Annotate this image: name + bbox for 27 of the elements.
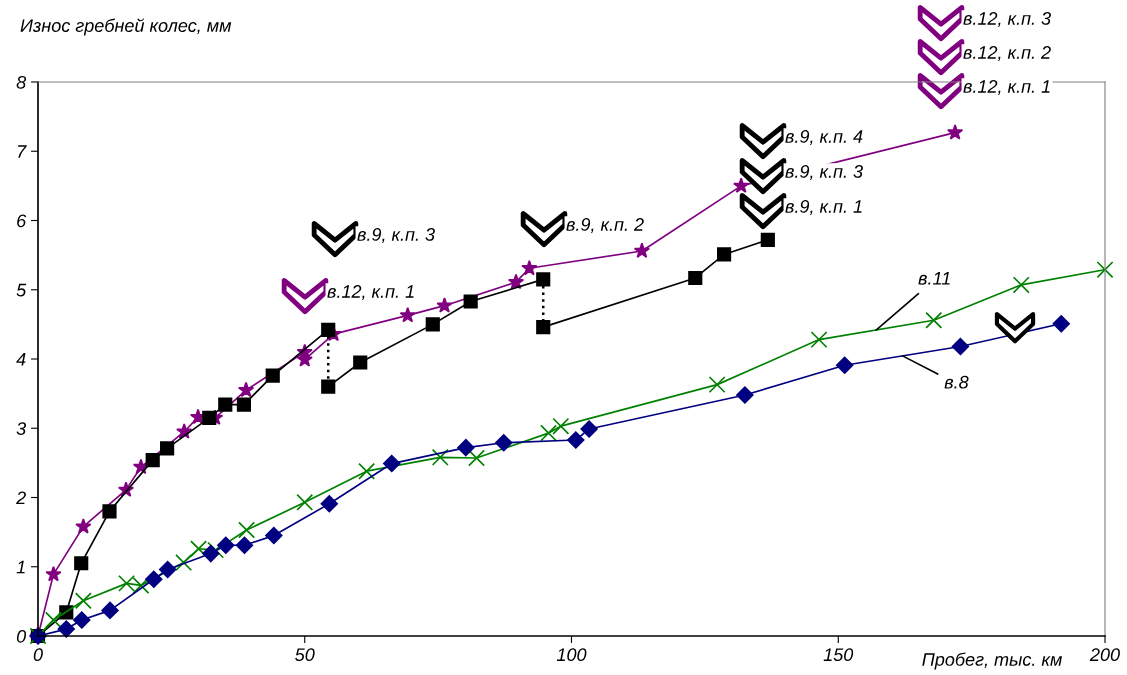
text: в.12, к.п. 3 bbox=[963, 12, 1051, 27]
annotation: в.9, к.п. 2 bbox=[566, 218, 644, 233]
x-tick-label: 50 bbox=[295, 648, 315, 662]
annotation: в.12, к.п. 1 bbox=[963, 80, 1050, 95]
y-tick-label: 6 bbox=[17, 214, 27, 228]
text: в.12, к.п. 2 bbox=[963, 46, 1051, 61]
y-tick-label: 8 bbox=[16, 75, 27, 89]
x-tick-label: 150 bbox=[823, 648, 854, 662]
y-tick-label: 5 bbox=[16, 283, 27, 297]
annotation: в.9, к.п. 1 bbox=[785, 200, 862, 215]
annotation: в.9, к.п. 3 bbox=[357, 228, 435, 243]
x-tick-label: 200 bbox=[1089, 648, 1120, 662]
y-tick-label: 7 bbox=[18, 145, 27, 158]
annotation: в.9, к.п. 3 bbox=[785, 165, 863, 180]
y-tick-label: 1 bbox=[16, 560, 25, 574]
y-tick-label: 2 bbox=[16, 491, 26, 505]
x-tick-label: 0 bbox=[33, 648, 43, 662]
y-tick-label: 0 bbox=[16, 629, 27, 643]
y-axis-title: Износ гребней колес, мм bbox=[20, 18, 232, 36]
x-tick-label: 100 bbox=[556, 648, 587, 662]
series-label: в.8 bbox=[944, 375, 969, 389]
annotation: в.9, к.п. 4 bbox=[785, 130, 863, 145]
x-axis-title: Пробег, тыс. км bbox=[922, 652, 1062, 670]
annotation: в.12, к.п. 1 bbox=[327, 285, 414, 300]
y-tick-label: 4 bbox=[16, 353, 26, 366]
series-label: в.11 bbox=[918, 272, 950, 285]
y-tick-label: 3 bbox=[16, 422, 27, 435]
